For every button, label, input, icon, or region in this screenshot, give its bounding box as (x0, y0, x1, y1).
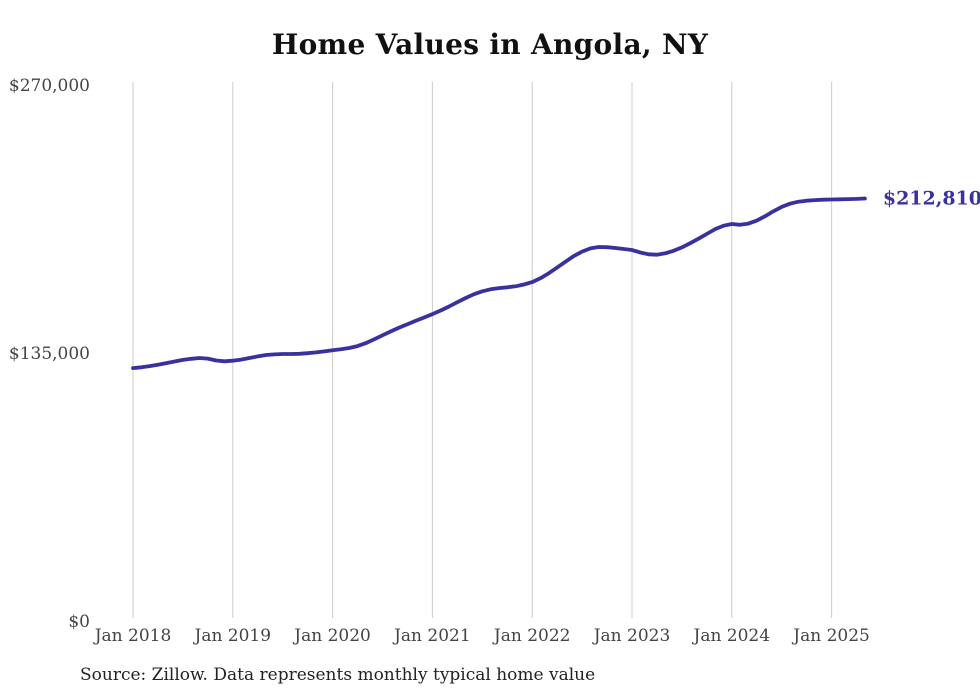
y-tick-label: $0 (68, 612, 90, 632)
x-tick-label: Jan 2020 (292, 626, 371, 646)
x-tick-label: Jan 2018 (93, 626, 172, 646)
x-tick-label: Jan 2022 (492, 626, 571, 646)
x-tick-label: Jan 2023 (592, 626, 671, 646)
y-tick-label: $270,000 (9, 76, 90, 96)
source-note: Source: Zillow. Data represents monthly … (80, 665, 596, 685)
y-tick-label: $135,000 (9, 344, 90, 364)
x-tick-label: Jan 2019 (193, 626, 272, 646)
x-tick-label: Jan 2024 (692, 626, 771, 646)
series-line (131, 196, 867, 371)
series-end-value-label: $212,810 (883, 188, 980, 210)
x-tick-label: Jan 2021 (392, 626, 471, 646)
chart-title: Home Values in Angola, NY (271, 28, 709, 61)
x-tick-label: Jan 2025 (791, 626, 870, 646)
